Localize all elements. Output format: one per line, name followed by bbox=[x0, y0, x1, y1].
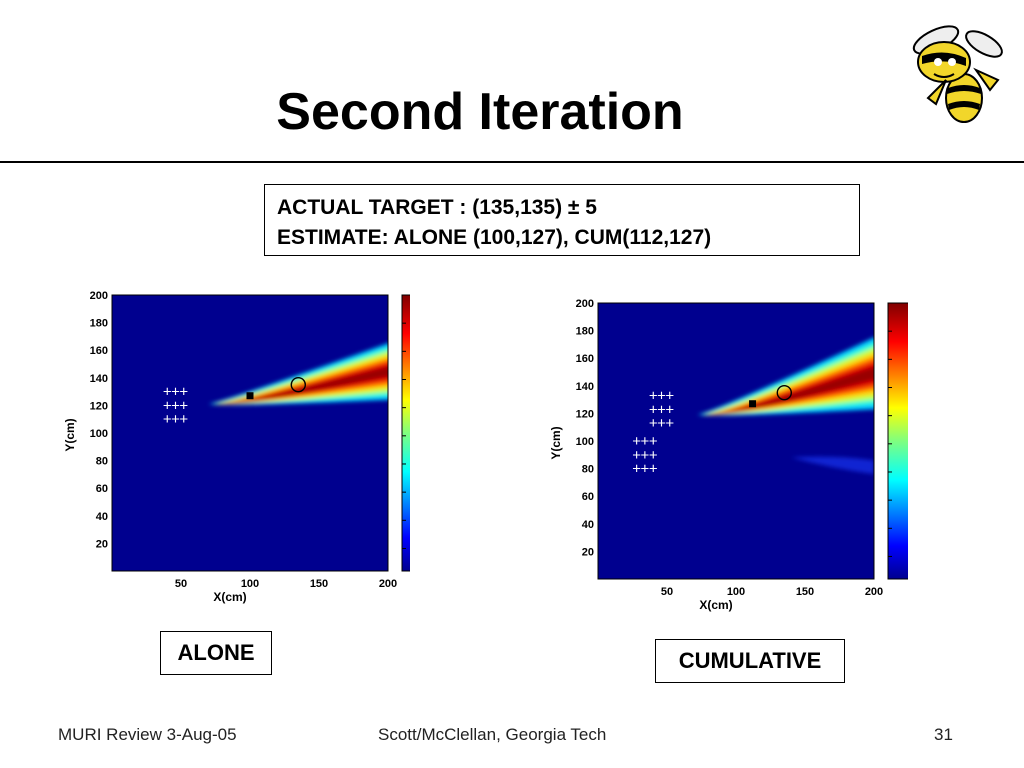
sensor-marker: + bbox=[665, 415, 674, 432]
x-tick-label: 100 bbox=[727, 586, 745, 598]
y-tick-label: 200 bbox=[576, 298, 594, 310]
secondary-lobe bbox=[791, 456, 874, 475]
sensor-marker: + bbox=[163, 384, 172, 401]
sensor-marker: + bbox=[649, 401, 658, 418]
x-tick-label: 200 bbox=[379, 578, 397, 590]
likelihood-beam bbox=[697, 337, 874, 416]
sensor-marker: + bbox=[179, 411, 188, 428]
plot-frame bbox=[111, 294, 389, 572]
y-tick-label: 140 bbox=[576, 381, 594, 393]
sensor-marker: + bbox=[171, 411, 180, 428]
x-tick-label: 50 bbox=[175, 578, 187, 590]
y-tick-label: 100 bbox=[576, 436, 594, 448]
beam-band-5 bbox=[709, 361, 874, 415]
y-tick-label: 80 bbox=[582, 464, 594, 476]
y-tick-label: 20 bbox=[582, 546, 594, 558]
x-tick-label: 150 bbox=[796, 586, 814, 598]
x-tick-label: 100 bbox=[241, 578, 259, 590]
y-tick-label: 120 bbox=[90, 400, 108, 412]
y-tick-label: 140 bbox=[90, 373, 108, 385]
y-tick-label: 100 bbox=[90, 428, 108, 440]
sensor-marker: + bbox=[649, 433, 658, 450]
y-tick-label: 160 bbox=[576, 353, 594, 365]
colorbar bbox=[887, 302, 908, 580]
y-axis-label: Y(cm) bbox=[549, 426, 563, 459]
sensor-marker: + bbox=[163, 397, 172, 414]
y-tick-label: 120 bbox=[576, 408, 594, 420]
beam-band-3 bbox=[704, 352, 874, 415]
estimate-marker bbox=[749, 400, 757, 408]
sensor-marker: + bbox=[641, 447, 650, 464]
x-tick-label: 150 bbox=[310, 578, 328, 590]
sensor-marker: + bbox=[641, 433, 650, 450]
y-tick-label: 40 bbox=[96, 511, 108, 523]
sensor-marker: + bbox=[632, 461, 641, 478]
estimate-marker bbox=[246, 392, 254, 400]
estimate-text: ESTIMATE: ALONE (100,127), CUM(112,127) bbox=[277, 226, 712, 249]
actual-target-text: ACTUAL TARGET : (135,135) ± 5 bbox=[277, 196, 597, 219]
colorbar bbox=[401, 294, 410, 572]
y-tick-label: 20 bbox=[96, 538, 108, 550]
plot-frame bbox=[597, 302, 875, 580]
slide-title: Second Iteration bbox=[276, 83, 684, 141]
footer-page-number: 31 bbox=[934, 725, 953, 744]
sensor-marker: + bbox=[632, 433, 641, 450]
sensor-marker: + bbox=[649, 415, 658, 432]
target-info-box: ACTUAL TARGET : (135,135) ± 5 ESTIMATE: … bbox=[264, 184, 860, 256]
footer-authors: Scott/McClellan, Georgia Tech bbox=[378, 725, 607, 744]
likelihood-beam bbox=[208, 343, 388, 405]
sensor-marker: + bbox=[657, 415, 666, 432]
sensor-marker: + bbox=[632, 447, 641, 464]
sensor-marker: + bbox=[649, 387, 658, 404]
x-tick-label: 50 bbox=[661, 586, 673, 598]
y-tick-label: 200 bbox=[90, 290, 108, 302]
yellow-jacket-mascot-logo bbox=[912, 25, 1003, 123]
alone-caption: ALONE bbox=[160, 631, 272, 675]
sensor-marker: + bbox=[179, 384, 188, 401]
y-tick-label: 180 bbox=[576, 326, 594, 338]
sensor-marker: + bbox=[665, 401, 674, 418]
y-axis-label: Y(cm) bbox=[63, 418, 77, 451]
y-tick-label: 160 bbox=[90, 345, 108, 357]
sensor-marker: + bbox=[179, 397, 188, 414]
sensor-marker: + bbox=[163, 411, 172, 428]
beam-band-5 bbox=[220, 362, 388, 405]
beam-band-3 bbox=[216, 355, 388, 405]
heatmap-background bbox=[112, 295, 388, 571]
y-tick-label: 40 bbox=[582, 519, 594, 531]
sensor-marker: + bbox=[665, 387, 674, 404]
x-axis-label: X(cm) bbox=[213, 590, 246, 604]
y-tick-label: 60 bbox=[96, 483, 108, 495]
y-tick-label: 60 bbox=[582, 491, 594, 503]
cumulative-heatmap-chart: + + ++ + ++ + ++ + ++ + ++ + +2040608010012014016018… bbox=[549, 298, 908, 612]
footer-event: MURI Review 3-Aug-05 bbox=[58, 725, 237, 744]
heatmap-background bbox=[598, 303, 874, 579]
y-tick-label: 180 bbox=[90, 318, 108, 330]
sensor-marker: + bbox=[649, 461, 658, 478]
sensor-marker: + bbox=[657, 401, 666, 418]
actual-target-marker bbox=[776, 384, 793, 401]
y-tick-label: 80 bbox=[96, 456, 108, 468]
sensor-marker: + bbox=[649, 447, 658, 464]
sensor-marker: + bbox=[641, 461, 650, 478]
actual-target-marker bbox=[290, 376, 307, 393]
sensor-marker: + bbox=[657, 387, 666, 404]
title-divider bbox=[0, 161, 1024, 163]
x-axis-label: X(cm) bbox=[699, 598, 732, 612]
cumulative-caption: CUMULATIVE bbox=[655, 639, 845, 683]
sensor-marker: + bbox=[171, 384, 180, 401]
sensor-marker: + bbox=[171, 397, 180, 414]
x-tick-label: 200 bbox=[865, 586, 883, 598]
